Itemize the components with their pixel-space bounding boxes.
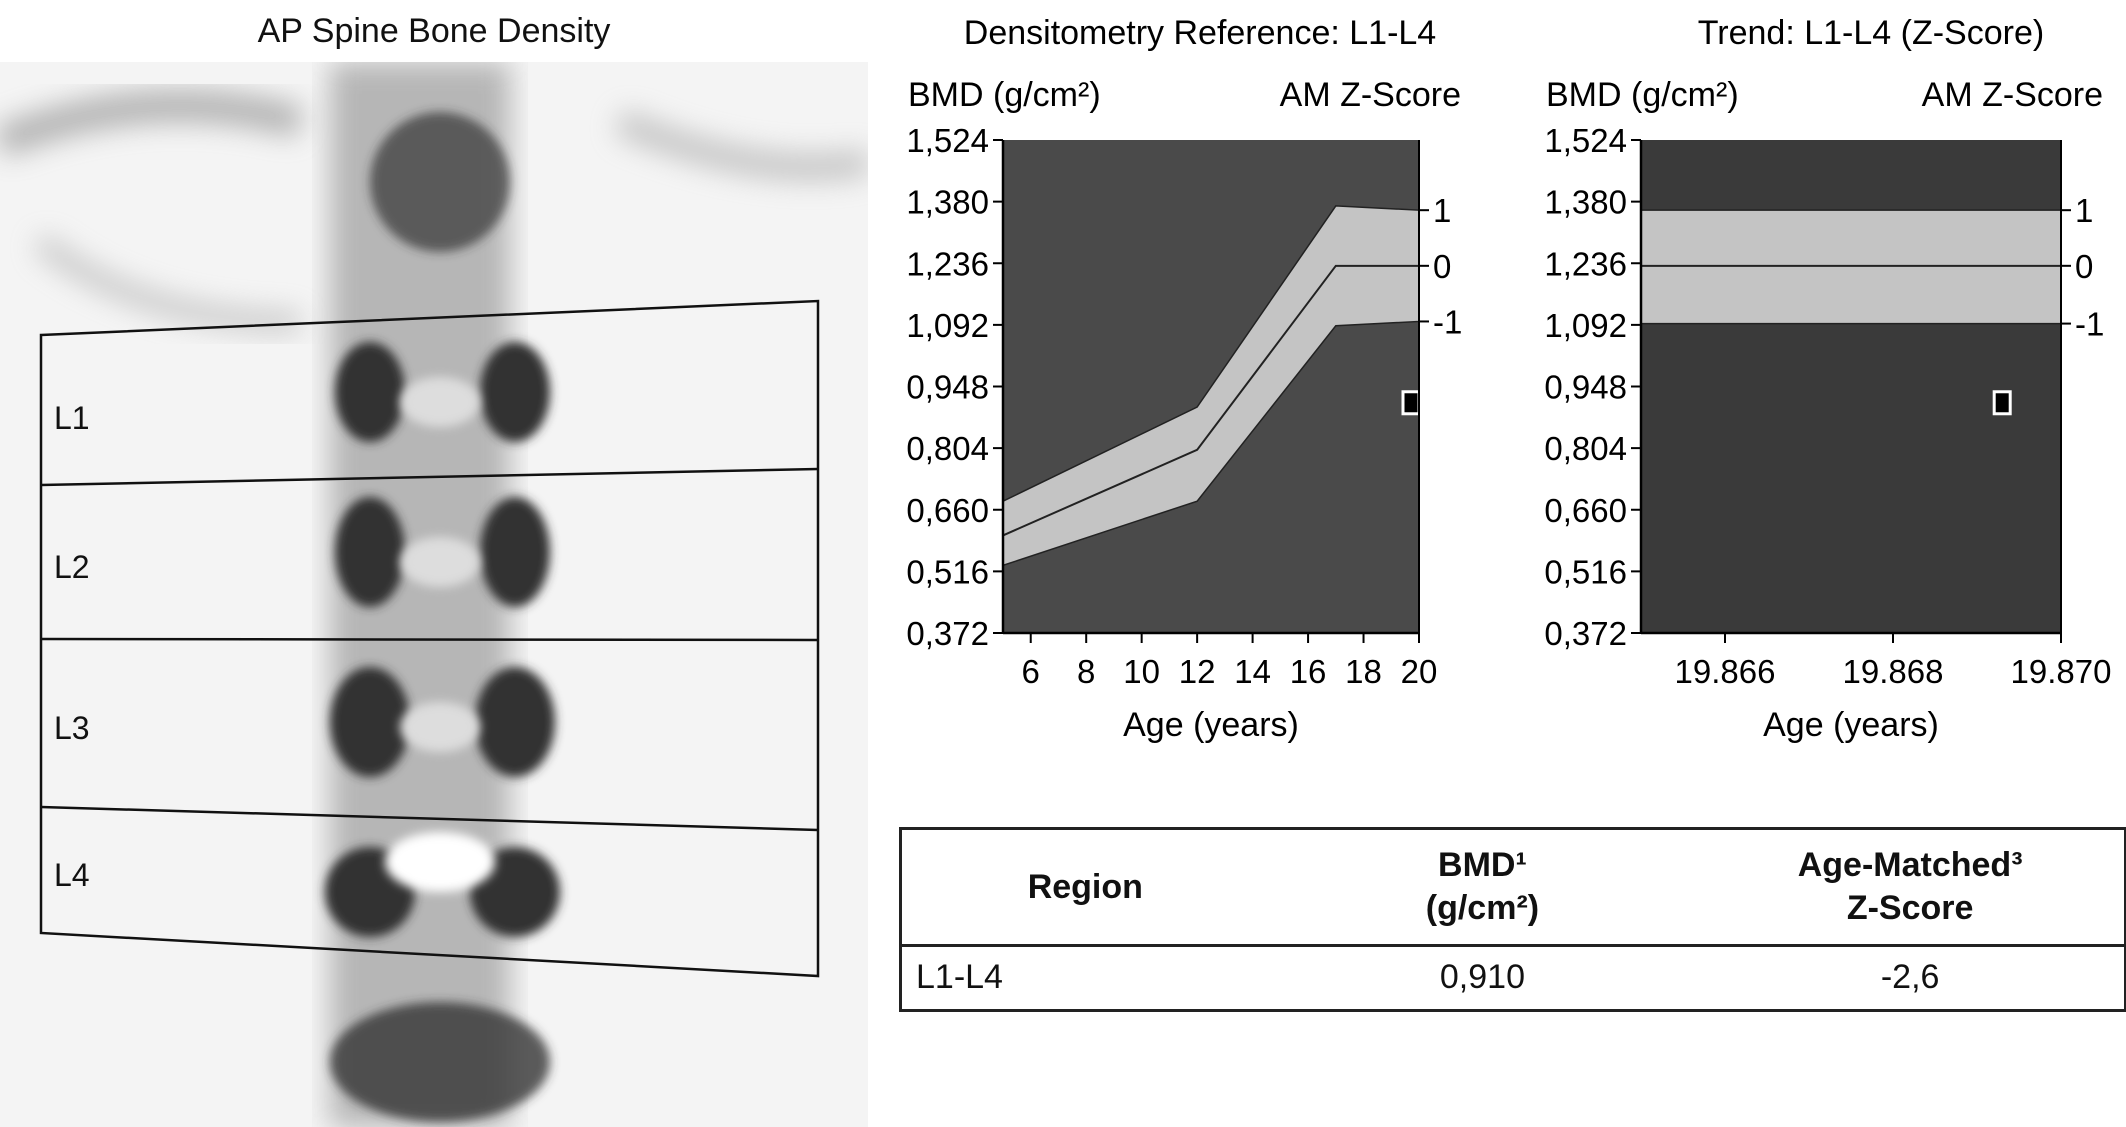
y-tick-label: 0,804 [906,430,989,467]
x-axis-label: Age (years) [1123,706,1299,744]
z-tick-label: 0 [2075,248,2093,285]
results-table: Region BMD¹ (g/cm²) Age-Matched³ Z-Score L… [899,827,2126,1012]
y-tick-label: 0,372 [1544,615,1627,652]
x-tick-label: 6 [1022,653,1040,690]
y-tick-label: 0,516 [1544,553,1627,590]
y-tick-label: 1,524 [906,122,989,159]
y-axis-label: BMD (g/cm²) [908,76,1101,114]
chart-title: Densitometry Reference: L1-L4 [964,14,1436,52]
x-tick-label: 16 [1290,653,1327,690]
table-header-row: Region BMD¹ (g/cm²) Age-Matched³ Z-Score [902,830,2124,947]
chart-2: Trend: L1-L4 (Z-Score) BMD (g/cm²) AM Z-Sc… [1544,14,2111,744]
x-tick-label: 20 [1401,653,1438,690]
chart-1: Densitometry Reference: L1-L4 BMD (g/cm²)… [906,14,1462,744]
x-axis-label: Age (years) [1763,706,1939,744]
x-tick-label: 19.868 [1843,653,1944,690]
y-tick-label: 1,092 [1544,307,1627,344]
right-axis-label: AM Z-Score [1922,76,2103,114]
x-tick-label: 14 [1234,653,1271,690]
z-tick-label: 1 [2075,192,2093,229]
cell-zscore: -2,6 [1880,958,1940,997]
y-tick-label: 0,948 [1544,369,1627,406]
region-boxes [39,299,820,978]
table-row: L1-L4 0,910 -2,6 [902,945,2124,1009]
reference-band [1640,209,2062,325]
cell-region: L1-L4 [916,958,1003,997]
header-zscore: Age-Matched³ Z-Score [1696,830,2124,947]
region-label-l2: L2 [54,549,90,585]
charts: Densitometry Reference: L1-L4 BMD (g/cm²)… [906,14,2111,744]
y-tick-label: 1,524 [1544,122,1627,159]
spine-title: AP Spine Bone Density [257,12,611,50]
z-tick-label: 0 [1433,248,1451,285]
header-bmd-line1: BMD¹ [1438,846,1527,885]
y-tick-label: 1,380 [1544,184,1627,221]
y-tick-label: 0,804 [1544,430,1627,467]
patient-marker [1992,390,2012,416]
mean-line [1002,264,1419,537]
region-label-l3: L3 [54,710,90,746]
x-tick-label: 10 [1123,653,1160,690]
y-tick-label: 0,948 [906,369,989,406]
right-axis-label: AM Z-Score [1280,76,1461,114]
region-label-l1: L1 [54,400,90,436]
header-region: Region [902,830,1269,947]
z-tick-label: 1 [1433,192,1451,229]
region-label-l4: L4 [54,857,90,893]
z-tick-label: -1 [1433,303,1462,340]
y-axis-label: BMD (g/cm²) [1546,76,1739,114]
y-tick-label: 1,236 [1544,245,1627,282]
y-tick-label: 0,372 [906,615,989,652]
y-tick-label: 0,660 [906,492,989,529]
header-z-line2: Z-Score [1846,888,1974,927]
header-bmd: BMD¹ (g/cm²) [1268,830,1697,947]
header-bmd-line2: (g/cm²) [1425,888,1540,927]
y-tick-label: 1,236 [906,245,989,282]
spine-scan-image [0,62,868,1127]
x-tick-label: 8 [1077,653,1095,690]
chart-title: Trend: L1-L4 (Z-Score) [1698,14,2044,52]
x-tick-label: 18 [1345,653,1382,690]
x-tick-label: 12 [1179,653,1216,690]
y-tick-label: 1,092 [906,307,989,344]
z-tick-label: -1 [2075,306,2104,343]
x-tick-label: 19.866 [1675,653,1776,690]
y-tick-label: 0,516 [906,553,989,590]
x-tick-label: 19.870 [2011,653,2112,690]
patient-marker [1401,390,1421,416]
header-z-line1: Age-Matched³ [1797,846,2023,885]
y-tick-label: 0,660 [1544,492,1627,529]
y-tick-label: 1,380 [906,184,989,221]
cell-bmd: 0,910 [1439,958,1525,997]
